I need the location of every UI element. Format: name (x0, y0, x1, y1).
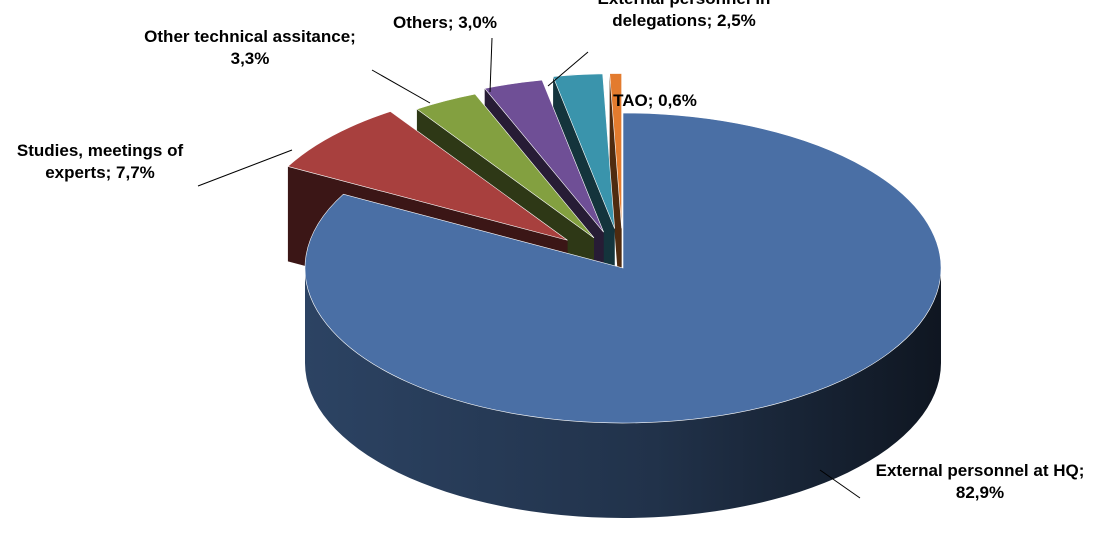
slice-label-1: Studies, meetings of experts; 7,7% (17, 141, 184, 182)
pie-slice-0-top (304, 112, 942, 424)
slice-label-2: Other technical assitance; 3,3% (144, 27, 356, 68)
pie-slice-1-top (287, 111, 568, 241)
leader-line-4 (547, 51, 589, 87)
slice-label-4-line-1: delegations; 2,5% (612, 11, 756, 30)
pie-slice-5-top (609, 73, 622, 229)
slice-label-0-line-1: 82,9% (956, 483, 1004, 502)
pie-slice-3-top (484, 79, 604, 233)
slice-label-0: External personnel at HQ; 82,9% (876, 461, 1085, 502)
pie-slice-2-top (416, 93, 595, 239)
leader-line-0 (819, 469, 861, 499)
pie-slice-0-edge (305, 268, 941, 518)
pie-slice-4-top (552, 73, 615, 229)
slice-label-5: TAO; 0,6% (613, 91, 697, 110)
slice-label-1-line-0: Studies, meetings of (17, 141, 184, 160)
leader-line-2 (371, 69, 431, 104)
pie-labels: External personnel at HQ; 82,9% Studies, m… (17, 0, 1085, 502)
slice-label-1-line-1: experts; 7,7% (45, 163, 155, 182)
slice-label-5-line-0: TAO; 0,6% (613, 91, 697, 110)
slice-label-4: External personnel in delegations; 2,5% (598, 0, 771, 30)
slice-label-3-line-0: Others; 3,0% (393, 13, 497, 32)
pie-slice-5-wall-0 (609, 73, 622, 324)
pie-3d-layer (287, 73, 942, 518)
leader-line-1 (197, 149, 293, 187)
slice-label-2-line-0: Other technical assitance; (144, 27, 356, 46)
slice-label-3: Others; 3,0% (393, 13, 497, 32)
slice-label-2-line-1: 3,3% (231, 49, 270, 68)
pie-slice-0 (304, 112, 942, 518)
pie-slice-5 (609, 73, 622, 324)
leader-line-3 (489, 37, 493, 93)
slice-label-0-line-0: External personnel at HQ; (876, 461, 1085, 480)
slice-label-4-line-0: External personnel in (598, 0, 771, 8)
